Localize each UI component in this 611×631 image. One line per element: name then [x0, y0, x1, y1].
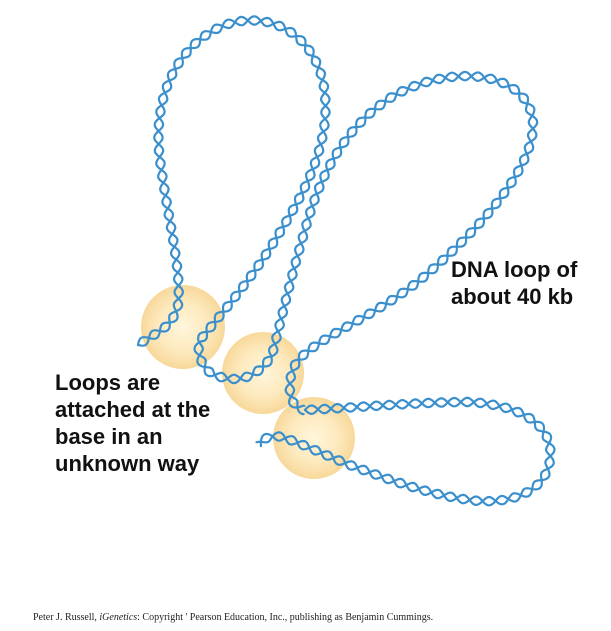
dna-double-helix — [136, 15, 556, 507]
dna-loop-label-line-2: about 40 kb — [451, 284, 574, 309]
dna-loop-2-strand-1 — [213, 70, 538, 409]
copyright-credit: Peter J. Russell, iGenetics: Copyright '… — [33, 612, 433, 623]
scaffold-protein-1 — [141, 285, 225, 369]
attachment-label-line-4: unknown way — [55, 451, 200, 476]
credit-author: Peter J. Russell, — [33, 612, 100, 623]
dna-loop-2-strand-2 — [213, 71, 539, 416]
attachment-label-line-3: base in an — [55, 424, 163, 449]
dna-loop-3-strand-1 — [255, 396, 555, 507]
credit-rest: : Copyright ' Pearson Education, Inc., p… — [137, 612, 434, 623]
attachment-label: Loops are attached at the base in an unk… — [55, 369, 210, 477]
dna-loop-label: DNA loop of about 40 kb — [451, 256, 577, 310]
dna-loop-1-strand-2 — [136, 15, 331, 378]
attachment-label-line-1: Loops are — [55, 370, 161, 395]
scaffold-attachment-points — [141, 285, 355, 479]
dna-loop-label-line-1: DNA loop of — [451, 257, 578, 282]
credit-work: iGenetics — [99, 612, 138, 623]
dna-loop-3-strand-2 — [259, 396, 556, 506]
attachment-label-line-2: attached at the — [55, 397, 211, 422]
